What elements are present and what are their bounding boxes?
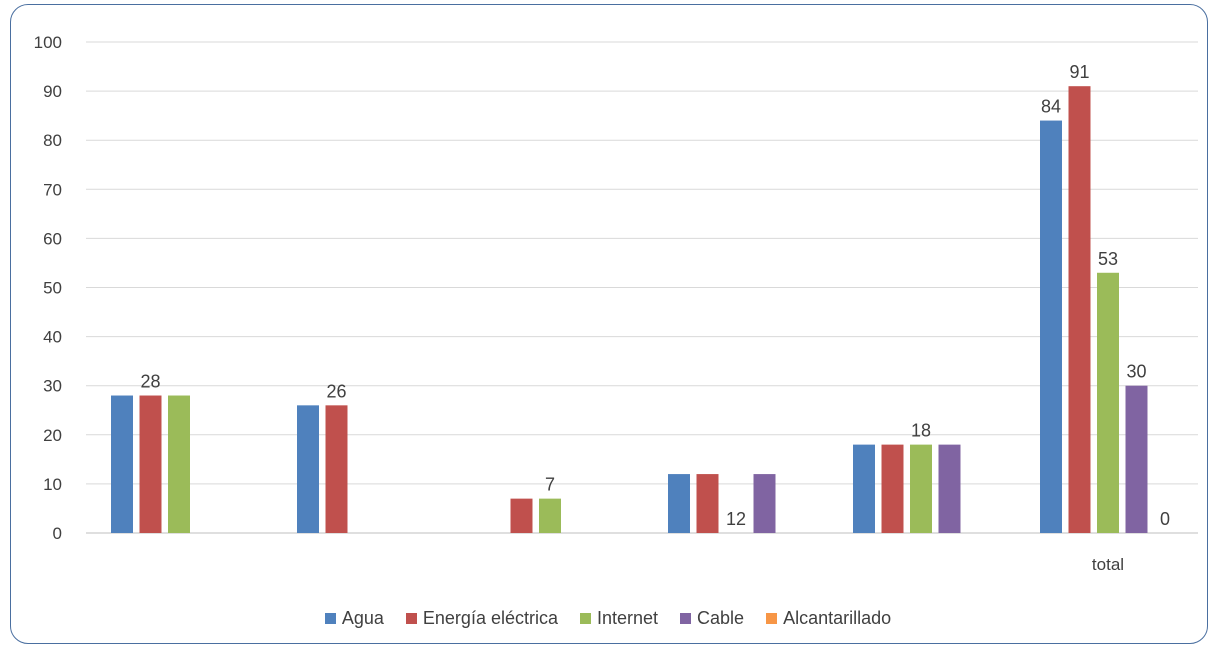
- legend-swatch: [324, 612, 336, 624]
- bar: [853, 444, 875, 533]
- bar: [696, 474, 719, 533]
- bar: [668, 474, 690, 533]
- data-label: 30: [1126, 362, 1146, 382]
- legend-label: Cable: [697, 607, 745, 628]
- bar: [139, 395, 162, 533]
- data-label: 26: [326, 381, 346, 401]
- y-tick-label: 40: [43, 328, 62, 347]
- y-tick-label: 10: [43, 475, 62, 494]
- chart-frame: [10, 4, 1208, 644]
- data-label: 84: [1041, 97, 1061, 117]
- data-label: 53: [1098, 249, 1118, 269]
- bar: [1040, 120, 1062, 533]
- bar-chart: 0 10 20 30 40 50 60 70 80 90 100 total 28 26 7 12 18 84 91…: [34, 33, 1198, 574]
- data-label: 18: [911, 421, 931, 441]
- legend-swatch: [766, 612, 778, 624]
- legend-label: Agua: [341, 607, 384, 628]
- data-label: 12: [726, 509, 746, 529]
- bar: [1068, 86, 1091, 533]
- data-label: 91: [1069, 62, 1089, 82]
- bar: [111, 395, 133, 533]
- bar: [938, 444, 961, 533]
- y-tick-label: 70: [43, 180, 62, 199]
- legend-item: Agua: [324, 607, 384, 629]
- bar: [1125, 385, 1148, 533]
- y-tick-label: 0: [53, 524, 62, 543]
- y-tick-label: 80: [43, 131, 62, 150]
- y-tick-label: 20: [43, 426, 62, 445]
- y-tick-label: 100: [34, 33, 62, 52]
- bar: [910, 444, 932, 533]
- legend-swatch: [579, 612, 591, 624]
- bar: [1097, 272, 1119, 533]
- bar: [325, 405, 348, 533]
- data-label: 28: [140, 372, 160, 392]
- bar: [510, 498, 533, 533]
- bar: [753, 474, 776, 533]
- y-tick-label: 30: [43, 377, 62, 396]
- data-label: 7: [545, 475, 555, 495]
- data-label: 0: [1160, 509, 1170, 529]
- bar: [297, 405, 319, 533]
- y-tick-label: 90: [43, 82, 62, 101]
- y-tick-label: 60: [43, 229, 62, 248]
- legend-label: Internet: [596, 607, 659, 628]
- legend-swatch: [405, 612, 417, 624]
- legend-item: Internet: [579, 607, 659, 629]
- legend-label: Energía eléctrica: [422, 607, 558, 628]
- legend: Agua Energía eléctrica Internet Cable Alcant…: [0, 604, 1216, 632]
- legend-item: Cable: [680, 608, 744, 629]
- legend-item: Energía eléctrica: [405, 607, 558, 629]
- bar: [881, 444, 904, 533]
- legend-item: Alcantarillado: [766, 608, 891, 629]
- bar: [168, 395, 190, 533]
- bar: [539, 498, 561, 533]
- legend-label: Alcantarillado: [783, 607, 892, 628]
- category-label: total: [1092, 555, 1124, 574]
- y-tick-label: 50: [43, 279, 62, 298]
- legend-swatch: [680, 612, 692, 624]
